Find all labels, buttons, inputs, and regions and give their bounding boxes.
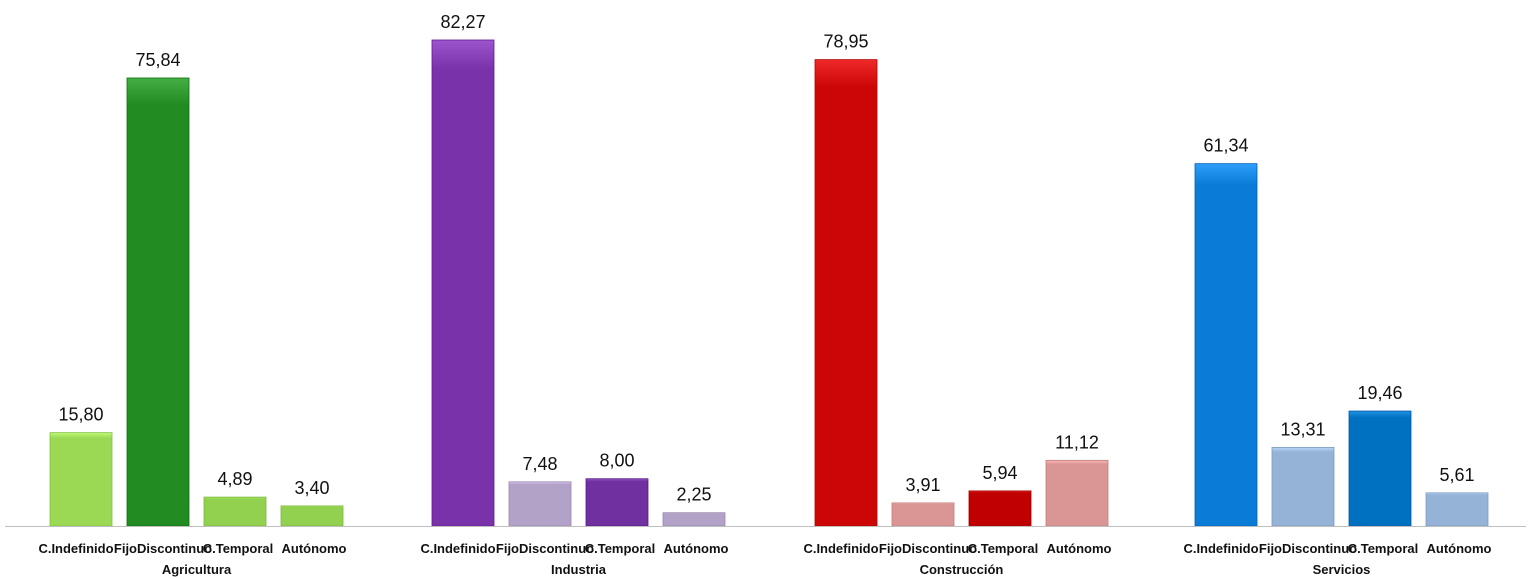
value-label: 8,00 xyxy=(599,451,634,471)
bar-construcción-fijodiscontinuo xyxy=(891,502,955,527)
value-label: 11,12 xyxy=(1055,432,1099,452)
value-labels-layer: 15,80 75,84 4,89 3,40 82,27 7,48 8,00 2,25 78,95… xyxy=(58,12,1474,505)
group-label: Agricultura xyxy=(162,562,232,577)
value-label: 5,61 xyxy=(1439,465,1474,485)
tick-label: Autónomo xyxy=(282,541,347,556)
bar-servicios-fijodiscontinuo xyxy=(1271,446,1335,527)
value-label: 3,40 xyxy=(294,478,329,498)
bar-industria-fijodiscontinuo xyxy=(508,481,572,527)
tick-label: C.Temporal xyxy=(968,541,1039,556)
value-label: 78,95 xyxy=(823,32,868,52)
value-label: 4,89 xyxy=(217,469,252,489)
group-labels-layer: Agricultura Industria Construcción Servicio… xyxy=(162,562,1371,577)
group-label: Construcción xyxy=(920,562,1004,577)
tick-label: C.Indefinido xyxy=(38,541,113,556)
bar-construcción-autónomo xyxy=(1045,459,1109,527)
tick-label: C.Indefinido xyxy=(420,541,495,556)
bar-servicios-cindefinido xyxy=(1194,163,1258,527)
tick-label: Autónomo xyxy=(1047,541,1112,556)
bar-construcción-ctemporal xyxy=(968,490,1032,527)
tick-label: C.Temporal xyxy=(203,541,274,556)
value-label: 61,34 xyxy=(1203,136,1248,156)
value-label: 13,31 xyxy=(1280,419,1325,439)
value-label: 2,25 xyxy=(676,485,711,505)
bar-industria-cindefinido xyxy=(431,39,495,527)
bar-servicios-autónomo xyxy=(1425,492,1489,527)
tick-label: FijoDiscontinuo xyxy=(1259,541,1357,556)
group-label: Industria xyxy=(551,562,607,577)
tick-label: FijoDiscontinuo xyxy=(879,541,977,556)
tick-label: C.Indefinido xyxy=(803,541,878,556)
value-label: 15,80 xyxy=(58,405,103,425)
tick-label: FijoDiscontinuo xyxy=(114,541,212,556)
tick-label: FijoDiscontinuo xyxy=(496,541,594,556)
bar-agricultura-ctemporal xyxy=(203,496,267,527)
value-label: 7,48 xyxy=(522,454,557,474)
value-label: 3,91 xyxy=(905,475,940,495)
bar-agricultura-autónomo xyxy=(280,505,344,527)
bar-industria-ctemporal xyxy=(585,478,649,527)
bars-layer xyxy=(49,39,1489,527)
tick-label: C.Temporal xyxy=(1348,541,1419,556)
value-label: 5,94 xyxy=(982,463,1017,483)
value-label: 19,46 xyxy=(1357,383,1402,403)
tick-label: Autónomo xyxy=(1427,541,1492,556)
tick-label: C.Indefinido xyxy=(1183,541,1258,556)
bar-agricultura-cindefinido xyxy=(49,432,113,527)
bar-industria-autónomo xyxy=(662,512,726,527)
bar-agricultura-fijodiscontinuo xyxy=(126,77,190,527)
group-label: Servicios xyxy=(1313,562,1371,577)
value-label: 82,27 xyxy=(440,12,485,32)
tick-label: C.Temporal xyxy=(585,541,656,556)
bar-servicios-ctemporal xyxy=(1348,410,1412,527)
value-label: 75,84 xyxy=(135,50,180,70)
tick-label: Autónomo xyxy=(664,541,729,556)
bar-construcción-cindefinido xyxy=(814,59,878,527)
